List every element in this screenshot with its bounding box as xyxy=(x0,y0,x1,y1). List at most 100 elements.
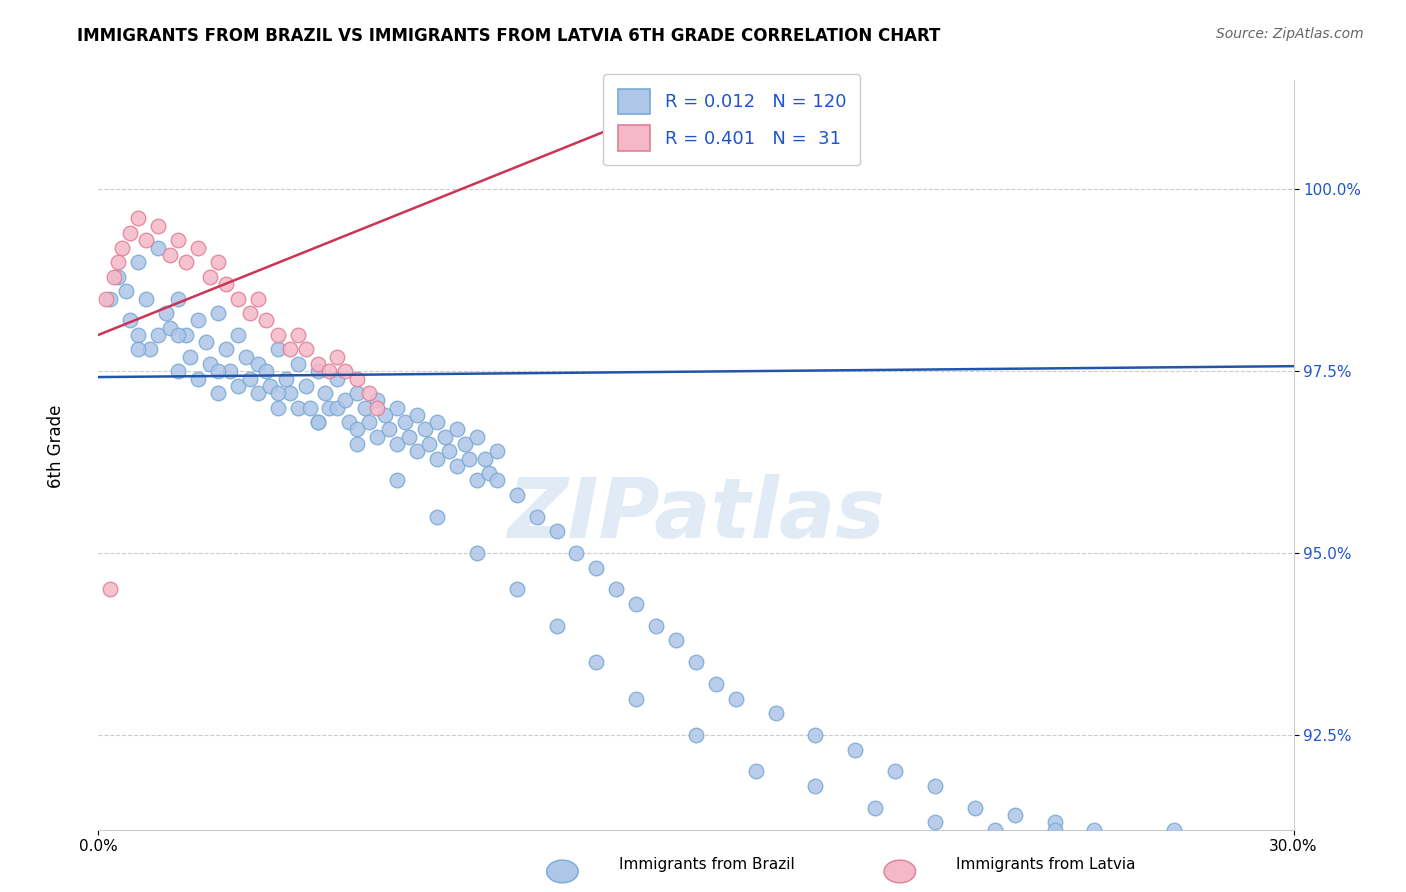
Point xyxy=(406,444,429,458)
Point xyxy=(287,357,309,371)
Point xyxy=(148,327,170,342)
Point xyxy=(167,364,190,378)
Point xyxy=(98,582,122,597)
Point xyxy=(1043,822,1066,837)
Point xyxy=(307,415,329,429)
Point xyxy=(215,277,238,291)
Point xyxy=(307,415,329,429)
Point xyxy=(246,386,269,401)
Point xyxy=(565,546,588,560)
Point xyxy=(287,401,309,415)
Point xyxy=(685,728,707,742)
Point xyxy=(474,451,496,466)
Point xyxy=(207,306,229,320)
Point xyxy=(107,255,129,269)
Point xyxy=(458,451,481,466)
Point xyxy=(335,393,357,408)
Point xyxy=(354,401,377,415)
Point xyxy=(307,357,329,371)
Point xyxy=(546,524,568,539)
Point xyxy=(346,386,368,401)
Point xyxy=(235,350,257,364)
Point xyxy=(924,815,946,830)
Point xyxy=(226,292,249,306)
Point xyxy=(127,327,149,342)
Point xyxy=(1163,822,1185,837)
Point xyxy=(963,801,986,815)
Point xyxy=(326,350,349,364)
Point xyxy=(339,415,361,429)
Point xyxy=(278,386,301,401)
Point xyxy=(135,233,157,247)
Point xyxy=(346,437,368,451)
Point xyxy=(446,422,468,436)
Point xyxy=(446,458,468,473)
Point xyxy=(298,401,321,415)
Point xyxy=(174,327,197,342)
Point xyxy=(135,292,157,306)
Point xyxy=(226,327,249,342)
Point xyxy=(426,509,449,524)
Point xyxy=(374,408,396,422)
Point xyxy=(465,546,488,560)
Text: ZIPatlas: ZIPatlas xyxy=(508,475,884,556)
Point xyxy=(984,822,1007,837)
Point xyxy=(704,677,727,691)
Point xyxy=(626,597,648,611)
Point xyxy=(167,233,190,247)
Point xyxy=(318,401,340,415)
Point xyxy=(259,379,281,393)
Point xyxy=(366,401,388,415)
Point xyxy=(413,422,436,436)
Point xyxy=(585,560,607,574)
Point xyxy=(287,327,309,342)
Point xyxy=(174,255,197,269)
Point xyxy=(485,474,508,488)
Point xyxy=(198,269,221,284)
Point xyxy=(187,371,209,385)
Point xyxy=(167,292,190,306)
Point xyxy=(98,292,122,306)
Text: Source: ZipAtlas.com: Source: ZipAtlas.com xyxy=(1216,27,1364,41)
Point xyxy=(254,364,277,378)
Point xyxy=(385,437,409,451)
Point xyxy=(359,415,381,429)
Point xyxy=(239,371,262,385)
Point xyxy=(246,292,269,306)
Point xyxy=(159,248,181,262)
Point xyxy=(115,285,138,299)
Point xyxy=(506,488,529,502)
Point xyxy=(187,313,209,327)
Point xyxy=(278,343,301,357)
Point xyxy=(1004,808,1026,822)
Point xyxy=(187,241,209,255)
Point xyxy=(219,364,242,378)
Point xyxy=(626,691,648,706)
Point xyxy=(506,582,529,597)
Point xyxy=(294,343,316,357)
Point xyxy=(274,371,297,385)
Point xyxy=(426,415,449,429)
Point xyxy=(385,401,409,415)
Point xyxy=(465,430,488,444)
Point xyxy=(437,444,460,458)
Point xyxy=(107,269,129,284)
Point xyxy=(418,437,440,451)
Point xyxy=(148,219,170,233)
Point xyxy=(398,430,420,444)
Point xyxy=(924,779,946,793)
Point xyxy=(804,728,827,742)
Point xyxy=(207,386,229,401)
Point xyxy=(366,430,388,444)
Point xyxy=(844,742,866,756)
Point xyxy=(645,619,668,633)
Text: Immigrants from Brazil: Immigrants from Brazil xyxy=(619,857,794,872)
Point xyxy=(326,401,349,415)
Text: IMMIGRANTS FROM BRAZIL VS IMMIGRANTS FROM LATVIA 6TH GRADE CORRELATION CHART: IMMIGRANTS FROM BRAZIL VS IMMIGRANTS FRO… xyxy=(77,27,941,45)
Point xyxy=(434,430,457,444)
Point xyxy=(267,343,290,357)
Point xyxy=(226,379,249,393)
Point xyxy=(127,255,149,269)
Point xyxy=(359,386,381,401)
Point xyxy=(318,364,340,378)
